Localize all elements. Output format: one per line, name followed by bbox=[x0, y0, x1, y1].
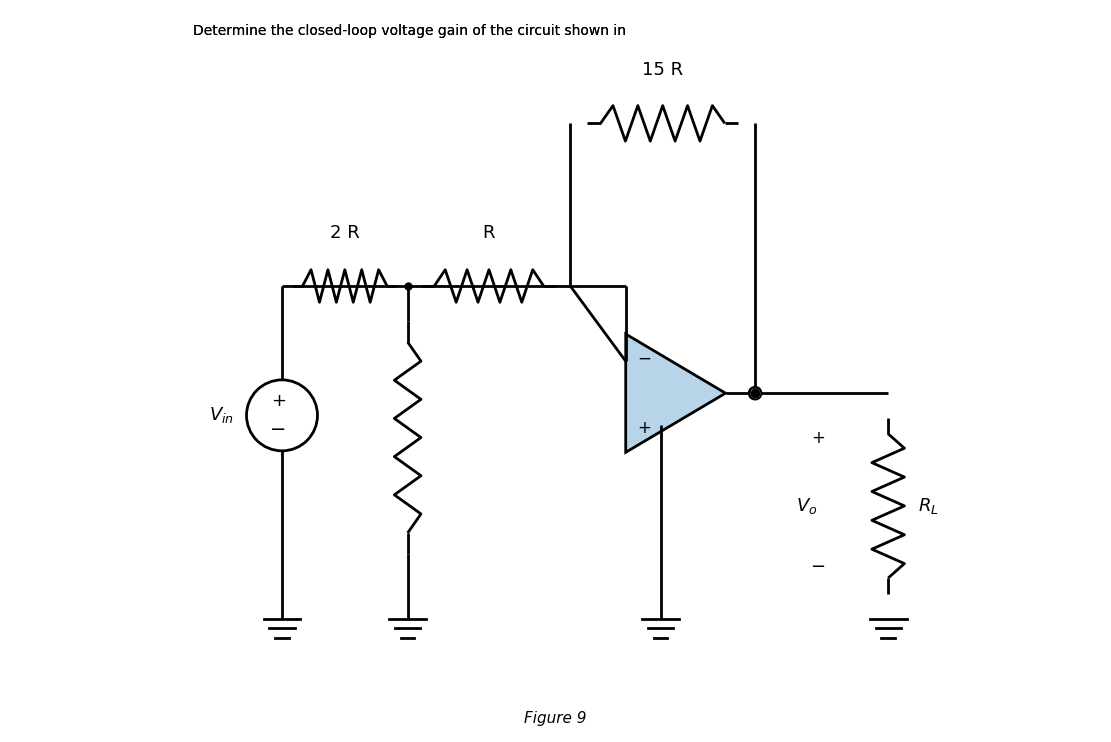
Text: $V_o$: $V_o$ bbox=[797, 496, 818, 516]
Text: +: + bbox=[637, 419, 651, 437]
Text: 15 R: 15 R bbox=[642, 61, 683, 79]
Text: R: R bbox=[482, 223, 496, 242]
Text: −: − bbox=[810, 558, 825, 576]
Text: $R_L$: $R_L$ bbox=[918, 496, 939, 516]
Text: +: + bbox=[811, 429, 824, 447]
Text: 2 R: 2 R bbox=[330, 223, 360, 242]
Text: Figure 9: Figure 9 bbox=[524, 711, 587, 726]
Text: $V_{in}$: $V_{in}$ bbox=[209, 405, 234, 425]
Text: Determine the closed-loop voltage gain of the circuit shown in: Determine the closed-loop voltage gain o… bbox=[193, 24, 631, 38]
Polygon shape bbox=[625, 334, 725, 453]
Text: Determine the closed-loop voltage gain of the circuit shown in: Determine the closed-loop voltage gain o… bbox=[193, 24, 631, 38]
Text: +: + bbox=[271, 393, 286, 410]
Text: −: − bbox=[270, 420, 287, 439]
Text: −: − bbox=[637, 349, 651, 367]
